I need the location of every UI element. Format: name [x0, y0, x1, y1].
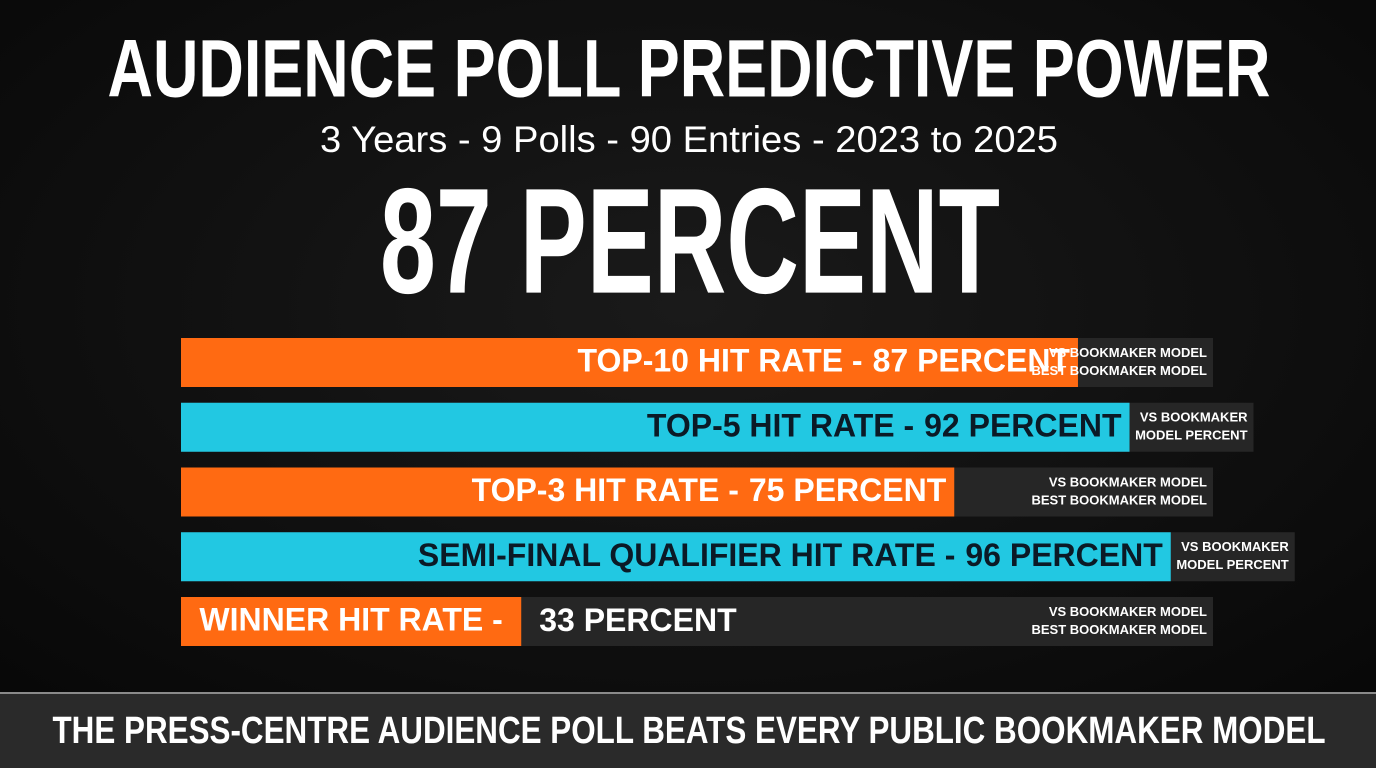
bar-note: VS BOOKMAKER [1181, 539, 1289, 554]
bar-value-label: 75 PERCENT [749, 472, 947, 508]
bar-label: TOP-3 HIT RATE - 75 PERCENT [472, 472, 947, 508]
bar-category: TOP-3 HIT RATE - [472, 472, 739, 508]
bar-category: TOP-5 HIT RATE - [647, 408, 914, 444]
bar-note: BEST BOOKMAKER MODEL [1032, 363, 1208, 378]
headline: 87 PERCENT [380, 157, 1000, 325]
bar-note: VS BOOKMAKER MODEL [1049, 604, 1207, 619]
bar [181, 532, 1171, 582]
bar-note: MODEL PERCENT [1135, 428, 1247, 443]
bar-note: BEST BOOKMAKER MODEL [1032, 622, 1208, 637]
footer-text: THE PRESS-CENTRE AUDIENCE POLL BEATS EVE… [53, 710, 1326, 752]
bar-label: TOP-10 HIT RATE - 87 PERCENT [578, 343, 1071, 379]
bar-category: TOP-10 HIT RATE - [578, 343, 863, 379]
bar [181, 597, 522, 646]
footer-band [0, 693, 1376, 768]
bar-category: WINNER HIT RATE - [199, 602, 502, 638]
bar-note: MODEL PERCENT [1176, 557, 1288, 572]
subtitle: 3 Years - 9 Polls - 90 Entries - 2023 to… [320, 119, 1058, 160]
bar-label: WINNER HIT RATE - [199, 602, 502, 638]
bar-note: BEST BOOKMAKER MODEL [1032, 492, 1208, 507]
bar-value-label: 96 PERCENT [965, 537, 1163, 573]
bar [181, 402, 1130, 452]
bar-category: SEMI-FINAL QUALIFIER HIT RATE - [418, 537, 955, 573]
bar-note: VS BOOKMAKER MODEL [1049, 474, 1207, 489]
title: AUDIENCE POLL PREDICTIVE POWER [108, 24, 1271, 115]
bar-note: VS BOOKMAKER MODEL [1049, 345, 1207, 360]
bar [181, 467, 955, 517]
bar-value-label: 92 PERCENT [924, 408, 1122, 444]
bar [181, 338, 1078, 387]
bar-label: SEMI-FINAL QUALIFIER HIT RATE - 96 PERCEN… [418, 537, 1163, 573]
bar-note: VS BOOKMAKER [1140, 410, 1248, 425]
bar-value-label: 33 PERCENT [539, 602, 737, 638]
bar-value-label: 87 PERCENT [873, 343, 1071, 379]
bar-label: TOP-5 HIT RATE - 92 PERCENT [647, 408, 1122, 444]
